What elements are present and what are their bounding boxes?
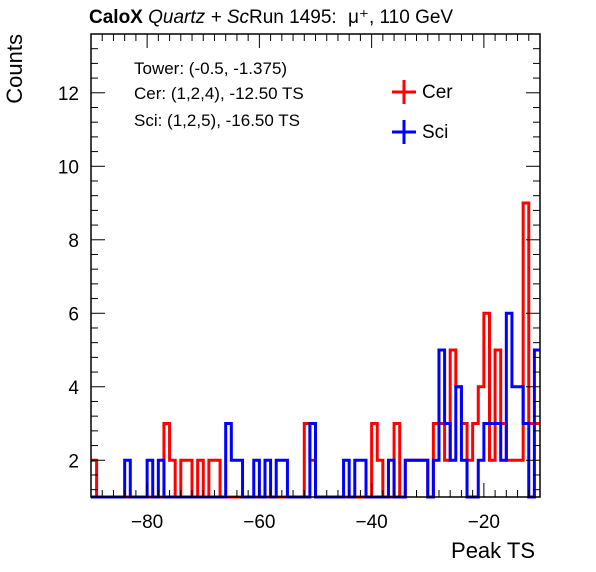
plot-header: CaloX Quartz + ScRun 1495: μ⁺, 110 GeV [89, 6, 453, 29]
y-tick-label: 12 [58, 84, 79, 105]
y-tick-label: 2 [68, 451, 79, 472]
info-cer: Cer: (1,2,4), -12.50 TS [134, 84, 304, 103]
run-label: Run 1495: [249, 7, 337, 28]
x-tick-label: −80 [131, 512, 163, 533]
y-tick-label: 6 [68, 304, 79, 325]
x-tick-label: −60 [243, 512, 275, 533]
detector-label: Quartz + Sc [148, 7, 249, 28]
legend: Cer Sci [392, 80, 453, 144]
y-tick-label: 10 [58, 157, 79, 178]
beam-label: μ⁺, 110 GeV [347, 7, 454, 28]
y-axis-label: Counts [2, 34, 27, 104]
axes-group: −80 −60 −40 −20 2 4 6 8 10 12 [58, 33, 541, 533]
y-tick-label: 8 [68, 231, 79, 252]
x-tick-label: −40 [356, 512, 388, 533]
info-tower: Tower: (-0.5, -1.375) [134, 59, 287, 78]
histogram-series-sci [91, 311, 540, 499]
x-axis-label: Peak TS [451, 538, 535, 563]
legend-label-sci: Sci [422, 122, 448, 143]
info-box [124, 52, 352, 142]
legend-label-cer: Cer [422, 82, 453, 103]
y-tick-label: 4 [68, 378, 79, 399]
x-tick-label: −20 [468, 512, 500, 533]
info-sci: Sci: (1,2,5), -16.50 TS [134, 111, 300, 130]
histogram-lines-group [91, 201, 540, 499]
experiment-label: CaloX [89, 7, 143, 28]
